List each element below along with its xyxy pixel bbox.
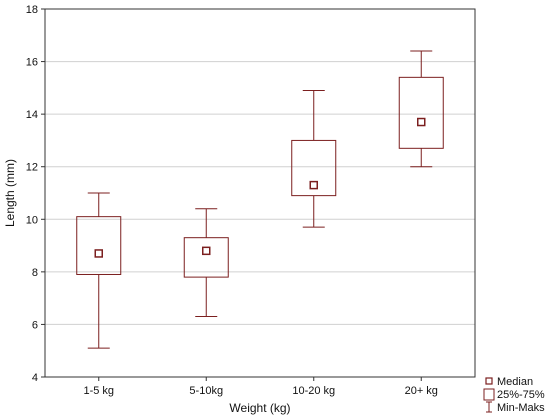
legend-median-symbol [485,377,493,385]
grid-lines [45,61,475,325]
median-marker [417,117,426,127]
median-marker [94,249,103,258]
y-tick-label: 16 [26,57,38,69]
plot-area-frame [44,8,476,378]
iqr-box [291,139,337,197]
box-group [183,208,229,318]
y-tick-label: 14 [26,109,38,121]
x-axis-ticks: 1-5 kg 5-10kg 10-20 kg 20+ kg [83,377,438,397]
iqr-box [183,237,229,278]
x-tick-label: 20+ kg [405,385,438,397]
y-tick-label: 18 [26,4,38,16]
median-marker [309,180,318,190]
y-tick-label: 4 [32,372,38,384]
legend-label: Min-Maks [497,402,545,414]
legend-box-symbol [483,388,495,401]
box-group [398,50,444,168]
iqr-box [76,216,122,275]
x-tick-label: 1-5 kg [83,385,114,397]
y-tick-label: 6 [32,319,38,331]
boxplot-series [76,50,444,349]
y-tick-label: 10 [26,214,38,226]
box-group [76,192,122,349]
x-tick-label: 10-20 kg [292,385,335,397]
x-tick-label: 5-10kg [189,385,223,397]
y-tick-label: 8 [32,267,38,279]
x-axis-label: Weight (kg) [229,401,290,415]
iqr-box [398,76,444,149]
box-group [291,89,337,228]
median-marker [202,246,211,256]
y-tick-label: 12 [26,162,38,174]
y-axis-label: Length (mm) [3,159,17,227]
y-axis-ticks: 4 6 8 10 12 14 16 18 [26,4,45,384]
legend-label: Median [497,376,533,388]
legend-label: 25%-75% [497,389,545,401]
